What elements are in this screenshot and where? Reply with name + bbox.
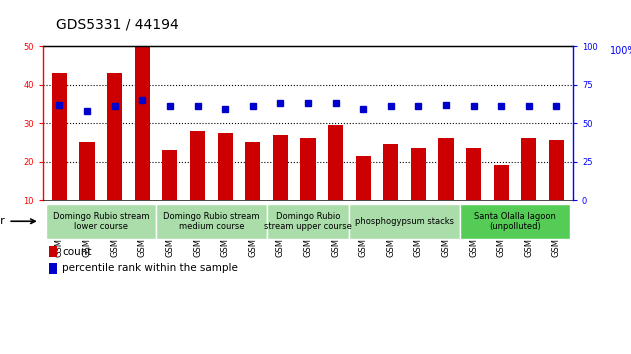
Text: phosphogypsum stacks: phosphogypsum stacks [355, 217, 454, 226]
Bar [300, 138, 316, 200]
Bar [466, 148, 481, 200]
Bar [190, 131, 205, 200]
Bar [273, 135, 288, 200]
Bar [107, 73, 122, 200]
Bar [411, 148, 426, 200]
Bar [52, 73, 67, 200]
Bar [245, 142, 261, 200]
Text: Domingo Rubio
stream upper course: Domingo Rubio stream upper course [264, 212, 352, 231]
Bar [439, 138, 454, 200]
Bar [162, 150, 177, 200]
Bar [328, 125, 343, 200]
Text: GDS5331 / 44194: GDS5331 / 44194 [56, 18, 179, 32]
Text: percentile rank within the sample: percentile rank within the sample [62, 263, 239, 273]
Text: Domingo Rubio stream
lower course: Domingo Rubio stream lower course [52, 212, 149, 231]
Bar [521, 138, 536, 200]
Bar [355, 156, 371, 200]
Bar [493, 165, 509, 200]
Bar [383, 144, 398, 200]
Text: Santa Olalla lagoon
(unpolluted): Santa Olalla lagoon (unpolluted) [474, 212, 556, 231]
Bar [80, 142, 95, 200]
Bar [218, 133, 233, 200]
Text: Domingo Rubio stream
medium course: Domingo Rubio stream medium course [163, 212, 259, 231]
Bar [549, 140, 564, 200]
Text: 100%: 100% [610, 46, 631, 56]
Bar [134, 46, 150, 200]
Text: other: other [0, 216, 5, 226]
Text: count: count [62, 247, 92, 257]
